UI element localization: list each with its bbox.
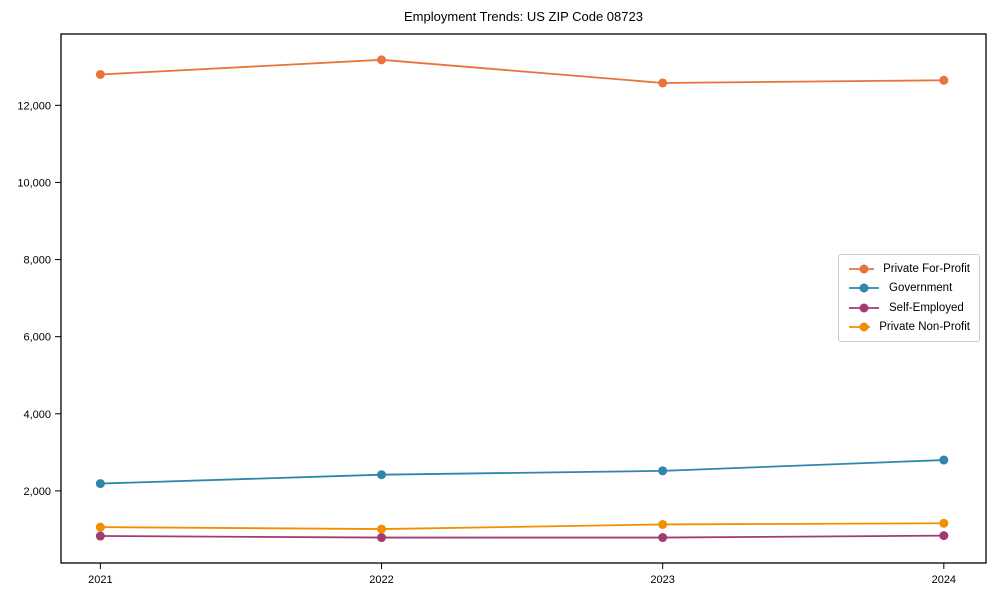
series-line-private-for-profit xyxy=(100,58,944,84)
series-marker-self-employed xyxy=(658,533,668,543)
legend-item: Government xyxy=(848,282,970,294)
legend-label: Self-Employed xyxy=(889,301,964,314)
series-marker-government xyxy=(939,455,949,465)
series-marker-private-for-profit xyxy=(377,55,387,65)
series-line-self-employed xyxy=(100,534,944,539)
y-tick-label: 10,000 xyxy=(17,177,51,189)
x-tick-label: 2022 xyxy=(369,574,393,586)
x-tick-label: 2024 xyxy=(932,574,956,586)
y-tick-label: 12,000 xyxy=(17,100,51,112)
series-marker-private-for-profit xyxy=(95,69,105,79)
y-tick-label: 4,000 xyxy=(23,409,51,421)
series-marker-self-employed xyxy=(95,531,105,541)
series-marker-private-non-profit xyxy=(377,524,387,534)
series-line-private-non-profit xyxy=(100,522,944,530)
legend-label: Government xyxy=(889,282,953,295)
series-marker-government xyxy=(658,466,668,476)
legend-item: Private For-Profit xyxy=(848,263,970,275)
legend-item: Self-Employed xyxy=(848,302,970,314)
chart-title: Employment Trends: US ZIP Code 08723 xyxy=(404,9,643,24)
x-tick-label: 2021 xyxy=(88,574,112,586)
plot-border xyxy=(60,33,987,564)
legend-item: Private Non-Profit xyxy=(848,321,970,333)
legend-marker-icon xyxy=(849,322,871,332)
y-tick-label: 6,000 xyxy=(23,332,51,344)
legend-marker-icon xyxy=(849,303,879,313)
series-marker-private-for-profit xyxy=(658,78,668,88)
legend-marker-icon xyxy=(849,264,875,274)
legend-label: Private Non-Profit xyxy=(879,320,970,333)
y-tick-label: 8,000 xyxy=(23,255,51,267)
series-marker-private-for-profit xyxy=(939,75,949,85)
y-tick-label: 2,000 xyxy=(23,486,51,498)
series-marker-self-employed xyxy=(377,533,387,543)
series-marker-government xyxy=(95,479,105,489)
series-line-government xyxy=(100,459,944,485)
series-marker-self-employed xyxy=(939,531,949,541)
legend-label: Private For-Profit xyxy=(883,263,970,275)
series-marker-private-non-profit xyxy=(95,522,105,532)
legend: Private For-Profit Government Self-Employe… xyxy=(838,254,980,342)
series-marker-private-non-profit xyxy=(939,518,949,528)
series-marker-government xyxy=(377,470,387,480)
legend-marker-icon xyxy=(849,283,879,293)
x-tick-label: 2023 xyxy=(650,574,674,586)
series-marker-private-non-profit xyxy=(658,519,668,529)
